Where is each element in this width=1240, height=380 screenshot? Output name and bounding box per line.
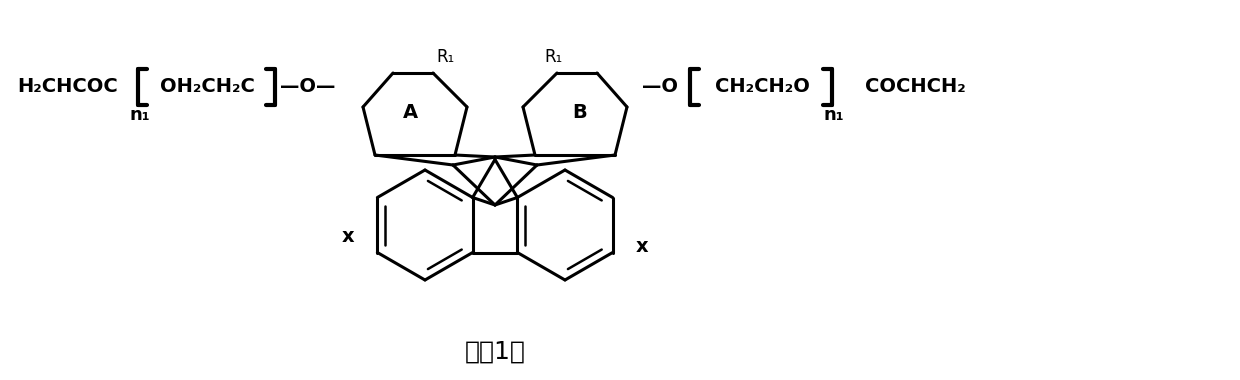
- Text: —O: —O: [642, 78, 678, 97]
- Text: n₁: n₁: [823, 106, 844, 124]
- Text: CH₂CH₂O: CH₂CH₂O: [714, 78, 810, 97]
- Text: n₁: n₁: [130, 106, 150, 124]
- Text: A: A: [403, 103, 418, 122]
- Text: OH₂CH₂C: OH₂CH₂C: [160, 78, 254, 97]
- Text: R₁: R₁: [544, 48, 562, 66]
- Text: R₁: R₁: [436, 48, 454, 66]
- Text: B: B: [573, 103, 588, 122]
- Text: x: x: [636, 238, 649, 256]
- Text: H₂CHCOC: H₂CHCOC: [17, 78, 118, 97]
- Text: 式（1）: 式（1）: [465, 340, 526, 364]
- Text: —O—: —O—: [280, 78, 336, 97]
- Text: COCHCH₂: COCHCH₂: [864, 78, 966, 97]
- Text: x: x: [342, 228, 355, 247]
